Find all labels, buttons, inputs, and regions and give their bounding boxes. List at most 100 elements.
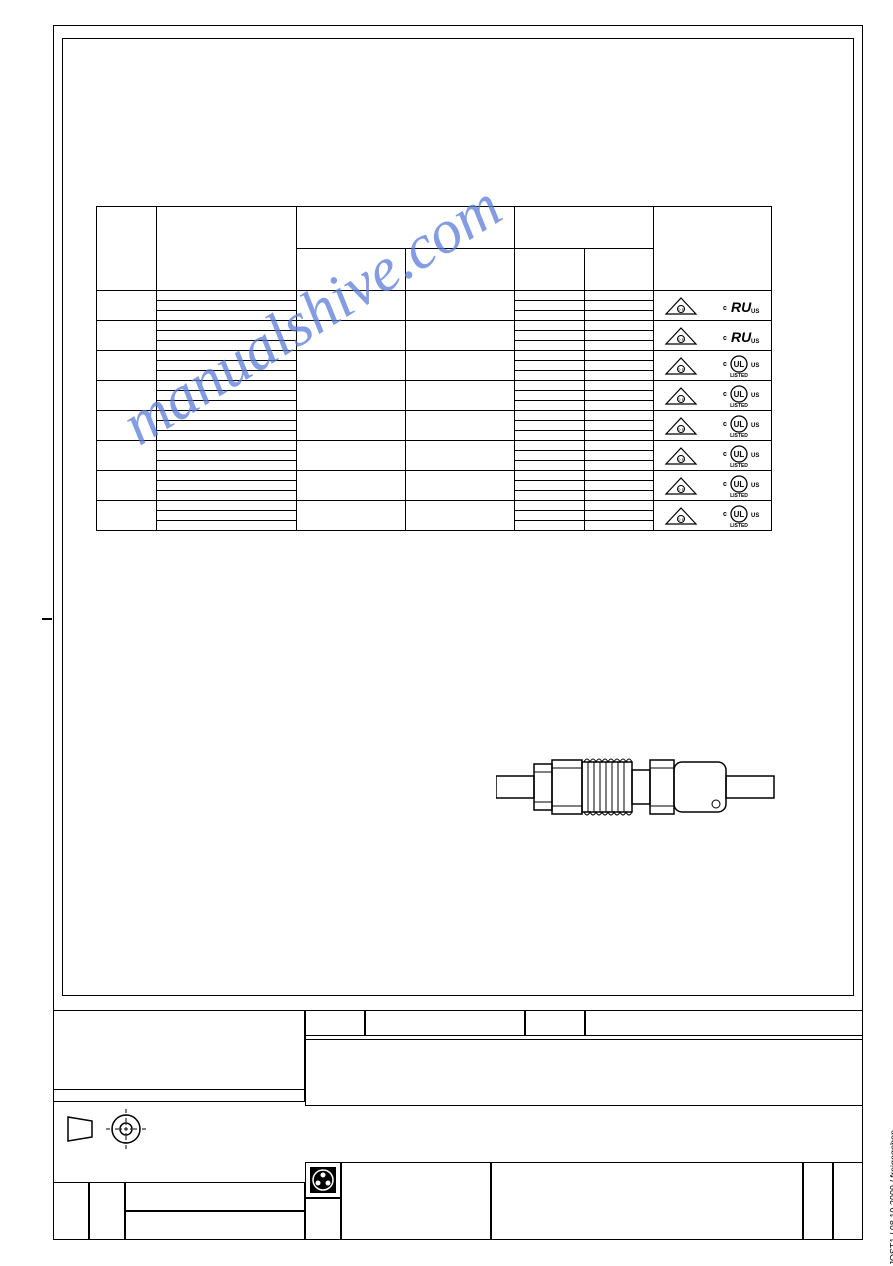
table-cell — [157, 361, 297, 371]
table-cell — [515, 461, 584, 471]
table-cell — [515, 371, 584, 381]
table-cell — [97, 351, 157, 381]
table-cell — [157, 341, 297, 351]
svg-text:c: c — [723, 451, 727, 458]
table-cell — [515, 321, 584, 331]
cert-icons: D EcULUSLISTED — [656, 414, 769, 438]
table-cell — [297, 351, 406, 381]
svg-text:c: c — [723, 391, 727, 398]
svg-text:UL: UL — [733, 420, 744, 429]
table-cell — [157, 291, 297, 301]
table-cell — [515, 471, 584, 481]
company-logo — [305, 1162, 341, 1198]
cert-cell: D EcRUUS — [654, 291, 772, 321]
svg-text:D E: D E — [678, 307, 685, 312]
table-cell — [515, 501, 584, 511]
cert-icons: D EcRUUS — [656, 326, 769, 346]
table-cell — [157, 491, 297, 501]
table-cell — [406, 501, 515, 531]
table-cell — [515, 491, 584, 501]
table-cell — [515, 411, 584, 421]
svg-text:c: c — [723, 361, 727, 368]
svg-text:LISTED: LISTED — [730, 373, 748, 378]
svg-text:US: US — [751, 423, 759, 429]
table-cell — [584, 501, 653, 511]
table-cell — [584, 451, 653, 461]
cert-icons: D EcULUSLISTED — [656, 504, 769, 528]
cert-cell: D EcULUSLISTED — [654, 351, 772, 381]
svg-text:RU: RU — [731, 329, 752, 345]
projection-symbol-icon — [64, 1109, 174, 1149]
svg-text:LISTED: LISTED — [730, 463, 748, 468]
table-cell — [584, 521, 653, 531]
svg-text:UL: UL — [733, 480, 744, 489]
table-cell — [406, 441, 515, 471]
svg-text:US: US — [751, 309, 759, 315]
table-cell — [297, 381, 406, 411]
table-cell — [297, 411, 406, 441]
cert-icons: D EcULUSLISTED — [656, 474, 769, 498]
table-cell — [97, 411, 157, 441]
table-cell — [515, 361, 584, 371]
table-cell — [515, 401, 584, 411]
table-cell — [97, 381, 157, 411]
table-cell — [157, 321, 297, 331]
cert-icons: D EcULUSLISTED — [656, 354, 769, 378]
table-cell — [584, 471, 653, 481]
table-cell — [157, 501, 297, 511]
table-cell — [157, 421, 297, 431]
table-cell — [515, 381, 584, 391]
cert-cell: D EcULUSLISTED — [654, 411, 772, 441]
table-cell — [157, 381, 297, 391]
cert-icons: D EcULUSLISTED — [656, 384, 769, 408]
svg-text:RU: RU — [731, 299, 752, 315]
cert-icons: D EcRUUS — [656, 296, 769, 316]
cert-cell: D EcRUUS — [654, 321, 772, 351]
table-cell — [515, 291, 584, 301]
table-cell — [584, 301, 653, 311]
table-cell — [297, 291, 406, 321]
fold-mark — [42, 618, 52, 620]
svg-text:US: US — [751, 393, 759, 399]
table-cell — [97, 441, 157, 471]
svg-text:UL: UL — [733, 390, 744, 399]
table-cell — [406, 411, 515, 441]
svg-text:US: US — [751, 339, 759, 345]
svg-text:D E: D E — [678, 517, 685, 522]
table-cell — [584, 341, 653, 351]
svg-text:US: US — [751, 363, 759, 369]
table-cell — [584, 481, 653, 491]
table-cell — [157, 441, 297, 451]
table-cell — [97, 291, 157, 321]
cert-cell: D EcULUSLISTED — [654, 381, 772, 411]
table-cell — [406, 471, 515, 501]
table-cell — [584, 351, 653, 361]
cert-cell: D EcULUSLISTED — [654, 501, 772, 531]
table-cell — [584, 331, 653, 341]
table-cell — [157, 431, 297, 441]
table-cell — [97, 321, 157, 351]
title-block — [53, 1010, 863, 1240]
svg-text:US: US — [751, 453, 759, 459]
svg-text:D E: D E — [678, 427, 685, 432]
svg-text:D E: D E — [678, 367, 685, 372]
svg-text:D E: D E — [678, 337, 685, 342]
table-cell — [584, 381, 653, 391]
cert-cell: D EcULUSLISTED — [654, 471, 772, 501]
svg-text:UL: UL — [733, 450, 744, 459]
table-cell — [584, 311, 653, 321]
table-cell — [515, 481, 584, 491]
table-cell — [297, 321, 406, 351]
release-note: JOST1 / 08.10.2009 / freigegeben — [889, 1130, 893, 1266]
table-cell — [297, 441, 406, 471]
cert-cell: D EcULUSLISTED — [654, 441, 772, 471]
svg-text:LISTED: LISTED — [730, 403, 748, 408]
table-cell — [515, 391, 584, 401]
table-cell — [157, 481, 297, 491]
table-cell — [157, 411, 297, 421]
table-cell — [157, 511, 297, 521]
table-cell — [157, 391, 297, 401]
table-cell — [157, 311, 297, 321]
table-cell — [584, 511, 653, 521]
table-cell — [584, 291, 653, 301]
